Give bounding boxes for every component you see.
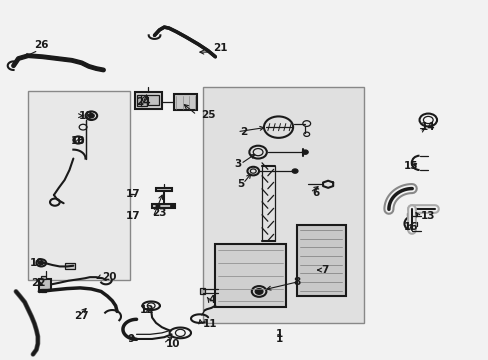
Text: 7: 7 xyxy=(321,265,328,275)
Text: 12: 12 xyxy=(140,305,154,315)
Text: 13: 13 xyxy=(420,211,434,221)
Text: 8: 8 xyxy=(292,277,300,287)
Circle shape xyxy=(291,169,297,173)
Bar xyxy=(39,279,51,290)
Bar xyxy=(28,91,130,280)
Text: 20: 20 xyxy=(102,272,117,282)
Circle shape xyxy=(255,289,263,294)
Bar xyxy=(156,188,171,192)
Text: 9: 9 xyxy=(127,334,135,344)
Text: 18: 18 xyxy=(70,136,85,147)
Bar xyxy=(135,93,162,109)
Text: 25: 25 xyxy=(201,110,215,120)
Text: 17: 17 xyxy=(125,189,140,199)
Circle shape xyxy=(88,113,94,118)
Text: 22: 22 xyxy=(31,278,46,288)
Text: 18: 18 xyxy=(79,111,94,121)
Bar xyxy=(41,289,46,292)
Bar xyxy=(136,95,142,106)
Bar xyxy=(41,276,46,279)
Text: 23: 23 xyxy=(152,208,166,218)
Bar xyxy=(174,94,197,111)
Text: 3: 3 xyxy=(234,159,242,169)
Bar xyxy=(296,225,345,296)
Bar xyxy=(200,288,204,294)
Text: 26: 26 xyxy=(34,40,49,50)
Text: 19: 19 xyxy=(30,258,44,268)
Text: 24: 24 xyxy=(136,97,151,107)
Text: 21: 21 xyxy=(212,43,227,53)
Text: 11: 11 xyxy=(203,319,217,329)
Text: 2: 2 xyxy=(239,127,246,137)
Text: 1: 1 xyxy=(276,334,283,344)
Bar xyxy=(203,87,363,323)
Bar xyxy=(215,244,285,307)
Text: 6: 6 xyxy=(312,188,319,198)
Text: 17: 17 xyxy=(125,211,140,221)
Bar xyxy=(141,95,147,106)
Circle shape xyxy=(171,205,174,207)
Text: 27: 27 xyxy=(74,311,89,321)
Text: 1: 1 xyxy=(276,329,283,339)
Text: 10: 10 xyxy=(165,339,180,348)
Bar xyxy=(64,263,75,269)
Circle shape xyxy=(156,205,159,207)
Bar xyxy=(407,213,416,216)
Circle shape xyxy=(302,150,307,154)
Bar xyxy=(407,222,416,226)
Text: 15: 15 xyxy=(403,161,418,171)
Text: 4: 4 xyxy=(207,295,215,305)
Text: 16: 16 xyxy=(403,222,418,232)
Text: 14: 14 xyxy=(420,122,434,132)
Circle shape xyxy=(39,261,43,265)
Bar xyxy=(147,95,159,105)
Bar xyxy=(152,204,175,208)
Text: 5: 5 xyxy=(237,179,244,189)
